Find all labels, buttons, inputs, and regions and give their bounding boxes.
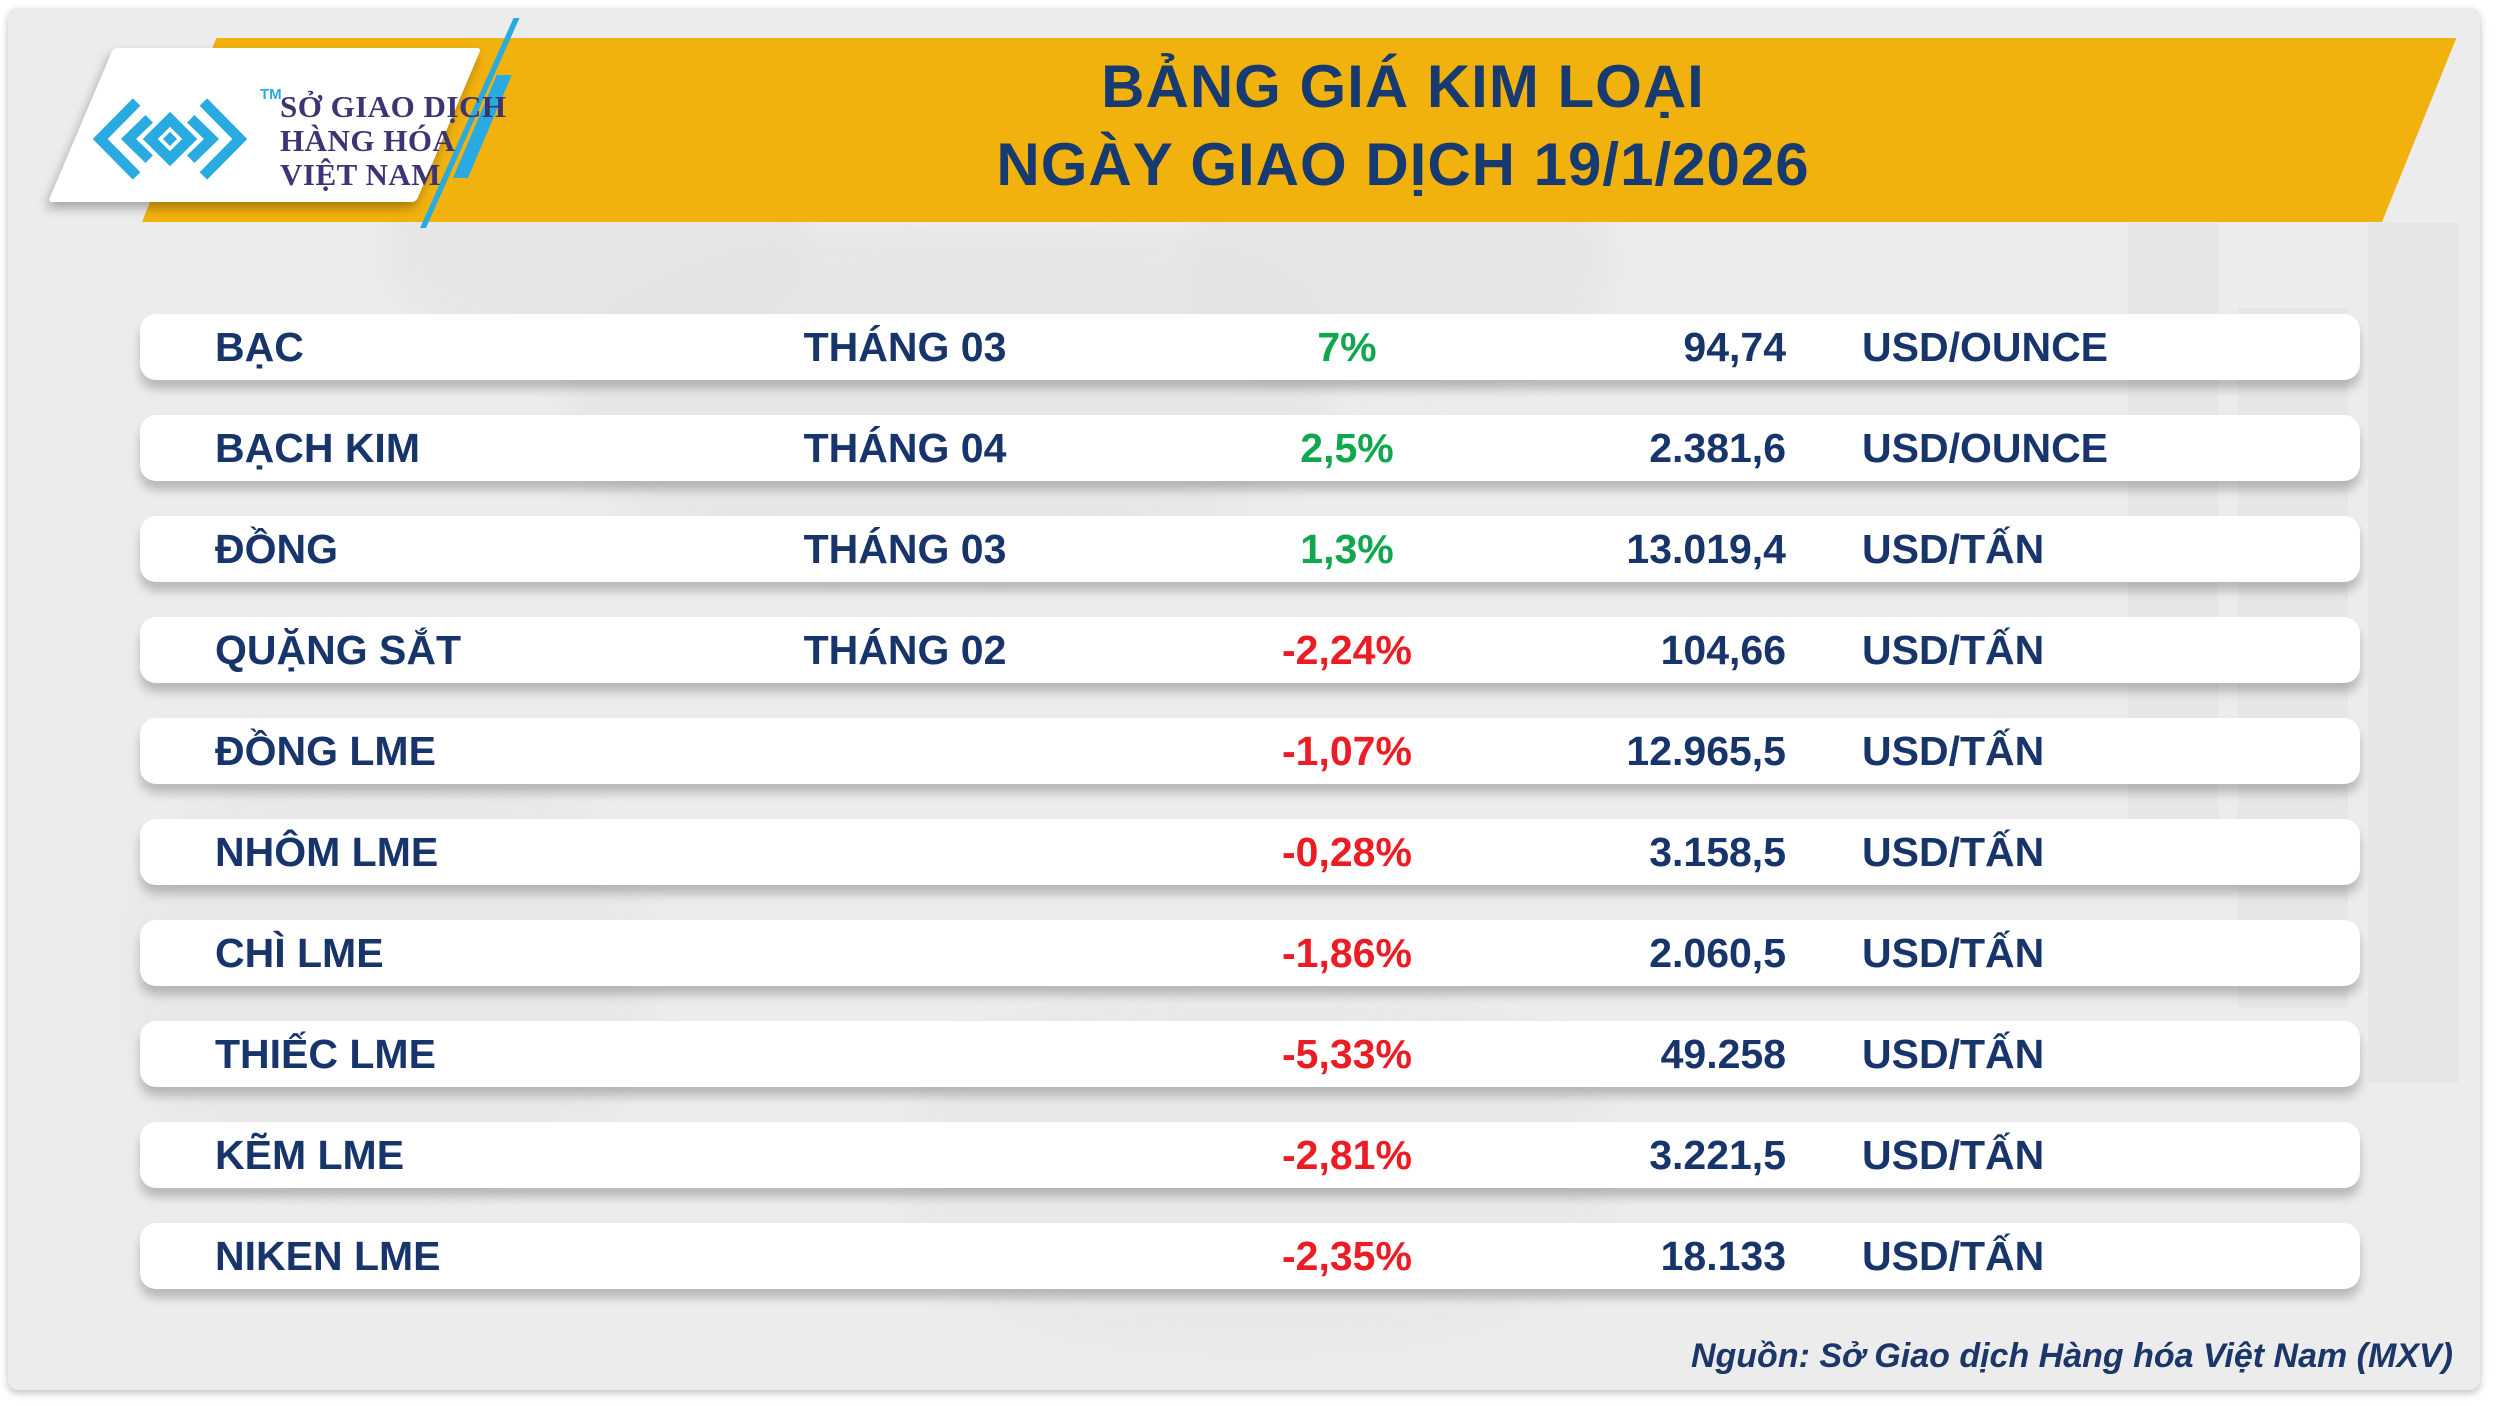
table-row: NHÔM LME -0,28% 3.158,5 USD/TẤN — [140, 819, 2360, 885]
price-value: 13.019,4 — [1626, 526, 1786, 572]
logo-text: SỞ GIAO DỊCH HÀNG HÓA VIỆT NAM — [280, 90, 506, 192]
contract-month: THÁNG 03 — [803, 324, 1007, 370]
table-row: NIKEN LME -2,35% 18.133 USD/TẤN — [140, 1223, 2360, 1289]
logo-text-line-3: VIỆT NAM — [280, 157, 442, 192]
price-value: 104,66 — [1660, 627, 1786, 673]
price-unit: USD/OUNCE — [1862, 425, 2109, 471]
table-row: BẠCH KIM THÁNG 04 2,5% 2.381,6 USD/OUNCE — [140, 415, 2360, 481]
percent-change: 1,3% — [1300, 526, 1394, 572]
percent-change: 2,5% — [1300, 425, 1394, 471]
price-unit: USD/TẤN — [1862, 930, 2045, 976]
price-value: 3.158,5 — [1649, 829, 1786, 875]
title-line-1: BẢNG GIÁ KIM LOẠI — [1101, 53, 1705, 120]
price-value: 2.060,5 — [1649, 930, 1786, 976]
percent-change: -2,24% — [1282, 627, 1412, 673]
percent-change: -1,86% — [1282, 930, 1412, 976]
price-unit: USD/OUNCE — [1862, 324, 2109, 370]
logo-text-line-1: SỞ GIAO DỊCH — [280, 89, 507, 124]
price-unit: USD/TẤN — [1862, 728, 2045, 774]
price-value: 12.965,5 — [1626, 728, 1786, 774]
source-note: Nguồn: Sở Giao dịch Hàng hóa Việt Nam (M… — [1690, 1337, 2453, 1375]
mxv-logo-icon — [92, 98, 248, 180]
percent-change: 7% — [1317, 324, 1377, 370]
page-title: BẢNG GIÁ KIM LOẠI NGÀY GIAO DỊCH 19/1/20… — [803, 48, 2003, 204]
commodity-name: NHÔM LME — [215, 829, 439, 875]
commodity-name: BẠC — [215, 324, 304, 370]
percent-change: -2,35% — [1282, 1233, 1412, 1279]
logo-text-line-2: HÀNG HÓA — [280, 123, 456, 158]
table-row: ĐỒNG LME -1,07% 12.965,5 USD/TẤN — [140, 718, 2360, 784]
table-row: KẼM LME -2,81% 3.221,5 USD/TẤN — [140, 1122, 2360, 1188]
commodity-name: CHÌ LME — [215, 930, 384, 976]
commodity-name: BẠCH KIM — [215, 425, 420, 471]
table-row: THIẾC LME -5,33% 49.258 USD/TẤN — [140, 1021, 2360, 1087]
price-value: 94,74 — [1683, 324, 1786, 370]
commodity-name: THIẾC LME — [215, 1031, 436, 1077]
price-value: 49.258 — [1660, 1031, 1786, 1077]
table-row: CHÌ LME -1,86% 2.060,5 USD/TẤN — [140, 920, 2360, 986]
skyline-watermark — [2368, 223, 2458, 1083]
price-unit: USD/TẤN — [1862, 526, 2045, 572]
table-row: BẠC THÁNG 03 7% 94,74 USD/OUNCE — [140, 314, 2360, 380]
commodity-name: QUẶNG SẮT — [215, 627, 461, 673]
price-unit: USD/TẤN — [1862, 1233, 2045, 1279]
price-unit: USD/TẤN — [1862, 829, 2045, 875]
contract-month: THÁNG 04 — [803, 425, 1007, 471]
percent-change: -5,33% — [1282, 1031, 1412, 1077]
table-row: ĐỒNG THÁNG 03 1,3% 13.019,4 USD/TẤN — [140, 516, 2360, 582]
price-unit: USD/TẤN — [1862, 627, 2045, 673]
title-line-2: NGÀY GIAO DỊCH 19/1/2026 — [996, 131, 1810, 198]
content-canvas: BẢNG GIÁ KIM LOẠI NGÀY GIAO DỊCH 19/1/20… — [8, 8, 2480, 1390]
commodity-name: ĐỒNG — [215, 526, 338, 572]
percent-change: -2,81% — [1282, 1132, 1412, 1178]
percent-change: -1,07% — [1282, 728, 1412, 774]
percent-change: -0,28% — [1282, 829, 1412, 875]
commodity-name: ĐỒNG LME — [215, 728, 436, 774]
trademark-symbol: TM — [260, 86, 282, 103]
price-value: 3.221,5 — [1649, 1132, 1786, 1178]
price-value: 18.133 — [1660, 1233, 1786, 1279]
contract-month: THÁNG 03 — [803, 526, 1007, 572]
commodity-name: KẼM LME — [215, 1132, 405, 1178]
price-unit: USD/TẤN — [1862, 1031, 2045, 1077]
price-value: 2.381,6 — [1649, 425, 1786, 471]
commodity-name: NIKEN LME — [215, 1233, 441, 1279]
price-unit: USD/TẤN — [1862, 1132, 2045, 1178]
contract-month: THÁNG 02 — [803, 627, 1007, 673]
table-row: QUẶNG SẮT THÁNG 02 -2,24% 104,66 USD/TẤN — [140, 617, 2360, 683]
